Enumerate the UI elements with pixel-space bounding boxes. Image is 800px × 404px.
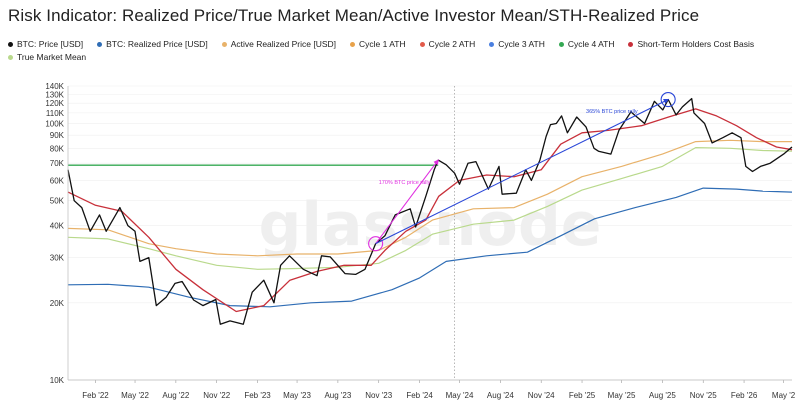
x-tick-label: Aug '22 xyxy=(162,391,189,400)
y-tick-label: 30K xyxy=(50,254,65,263)
legend-marker-realized xyxy=(97,42,103,47)
series-line-realized xyxy=(67,187,793,308)
chart-annotations: 170% BTC price rally 365% BTC price rally xyxy=(368,91,676,252)
legend-label-price: BTC: Price [USD] xyxy=(17,39,84,49)
y-tick-label: 110K xyxy=(46,109,65,118)
legend-item-cycle4[interactable]: Cycle 4 ATH xyxy=(558,38,615,51)
chart-series xyxy=(67,97,793,325)
x-tick-label: Feb '23 xyxy=(244,391,271,400)
y-tick-label: 100K xyxy=(45,119,64,128)
chart-axes: 10K20K30K40K50K60K70K80K90K100K110K120K1… xyxy=(45,82,795,400)
x-tick-label: May '25 xyxy=(608,391,636,400)
legend-marker-cycle4 xyxy=(558,42,564,47)
legend-item-cycle3[interactable]: Cycle 3 ATH xyxy=(489,38,545,51)
legend-label-cycle1: Cycle 1 ATH xyxy=(359,39,406,49)
page-title: Risk Indicator: Realized Price/True Mark… xyxy=(8,6,700,25)
legend-label-cycle2: Cycle 2 ATH xyxy=(428,39,476,49)
x-tick-label: Aug '25 xyxy=(649,391,676,400)
series-line-price xyxy=(67,97,793,325)
legend-label-sth: Short-Term Holders Cost Basis xyxy=(637,39,755,49)
y-tick-label: 120K xyxy=(45,99,64,108)
x-tick-label: Aug '24 xyxy=(487,391,514,400)
series-line-active xyxy=(67,139,792,257)
annotation-label-1: 365% BTC price rally xyxy=(586,109,638,115)
legend-marker-cycle3 xyxy=(489,42,495,47)
x-tick-label: May '22 xyxy=(121,391,149,400)
annotation-label-0: 170% BTC price rally xyxy=(379,180,431,186)
x-tick-label: Feb '25 xyxy=(569,391,596,400)
chart-legend: BTC: Price [USD] BTC: Realized Price [USD… xyxy=(8,38,798,64)
x-tick-label: Nov '24 xyxy=(528,391,555,400)
legend-item-sth[interactable]: Short-Term Holders Cost Basis xyxy=(628,38,754,51)
series-line-sth xyxy=(67,108,793,313)
legend-marker-active xyxy=(221,42,227,47)
x-tick-label: May '24 xyxy=(446,391,474,400)
y-tick-label: 70K xyxy=(50,159,65,168)
series-line-tmm xyxy=(67,147,793,270)
legend-label-cycle3: Cycle 3 ATH xyxy=(498,39,545,49)
x-tick-label: Nov '22 xyxy=(203,391,230,400)
legend-marker-tmm xyxy=(8,55,13,60)
x-tick-label: Feb '26 xyxy=(731,391,758,400)
legend-item-realized[interactable]: BTC: Realized Price [USD] xyxy=(97,38,208,51)
y-tick-label: 40K xyxy=(50,222,65,231)
x-tick-label: Nov '25 xyxy=(690,391,717,400)
x-tick-label: May '2 xyxy=(772,391,796,400)
x-tick-label: Feb '22 xyxy=(82,391,109,400)
legend-item-price[interactable]: BTC: Price [USD] xyxy=(8,38,83,51)
x-tick-label: May '23 xyxy=(283,391,311,400)
legend-marker-cycle1 xyxy=(350,42,356,47)
legend-label-tmm: True Market Mean xyxy=(17,52,87,62)
legend-item-cycle2[interactable]: Cycle 2 ATH xyxy=(419,38,476,51)
legend-item-cycle1[interactable]: Cycle 1 ATH xyxy=(350,38,406,51)
legend-marker-cycle2 xyxy=(419,42,425,47)
chart-reference-lines xyxy=(68,86,455,380)
annotation-circle-0 xyxy=(368,236,384,252)
legend-marker-price xyxy=(8,42,13,47)
legend-item-active[interactable]: Active Realized Price [USD] xyxy=(221,38,337,51)
legend-label-active: Active Realized Price [USD] xyxy=(230,39,337,49)
annotation-circle-1 xyxy=(660,91,676,108)
y-tick-label: 50K xyxy=(50,197,65,206)
y-tick-label: 140K xyxy=(45,82,64,91)
annotation-arrow-1 xyxy=(375,98,670,245)
x-tick-label: Feb '24 xyxy=(406,391,433,400)
legend-label-realized: BTC: Realized Price [USD] xyxy=(106,39,208,49)
annotation-arrow-0 xyxy=(375,159,439,244)
y-tick-label: 90K xyxy=(50,131,65,140)
y-tick-label: 10K xyxy=(50,376,65,385)
legend-item-tmm[interactable]: True Market Mean xyxy=(8,51,86,64)
legend-label-cycle4: Cycle 4 ATH xyxy=(567,39,615,49)
legend-marker-sth xyxy=(628,42,634,47)
watermark: glassnode xyxy=(258,190,601,260)
x-tick-label: Aug '23 xyxy=(324,391,351,400)
y-tick-label: 20K xyxy=(50,299,65,308)
y-tick-label: 130K xyxy=(45,90,64,99)
y-tick-label: 80K xyxy=(50,144,65,153)
x-tick-label: Nov '23 xyxy=(365,391,392,400)
y-tick-label: 60K xyxy=(50,176,65,185)
